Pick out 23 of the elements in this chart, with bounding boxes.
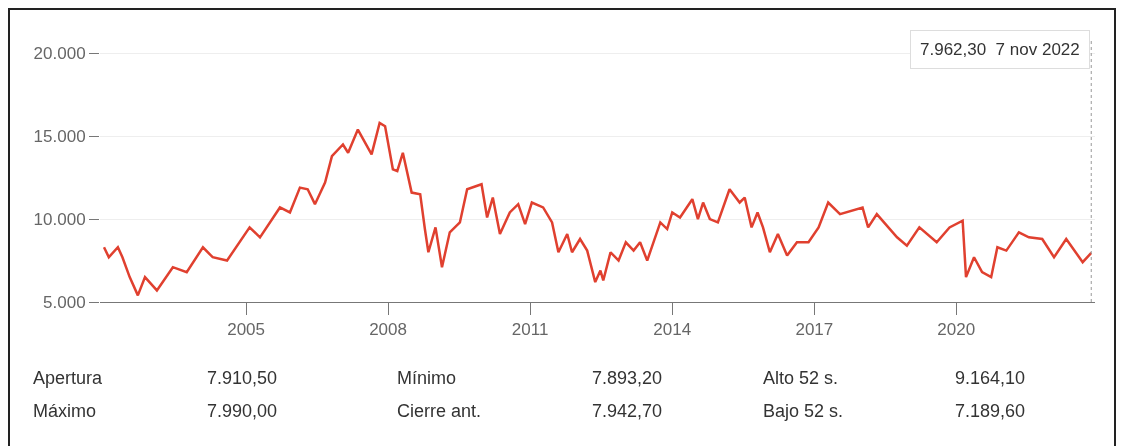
y-tick-label: 15.000 <box>33 127 86 147</box>
text: 7.990,00 <box>207 401 279 422</box>
text: 7.942,70 <box>592 401 664 422</box>
text: 7.910,50 <box>207 368 279 389</box>
text: Bajo 52 s. <box>763 401 845 422</box>
text: Mínimo <box>397 368 457 389</box>
x-tick-label: 2017 <box>795 320 834 340</box>
x-tick-label: 2008 <box>369 320 407 340</box>
text: Cierre ant. <box>397 401 483 422</box>
text: 7.189,60 <box>955 401 1027 422</box>
y-tick-label: 5.000 <box>43 292 86 312</box>
text: 9.164,10 <box>955 368 1027 389</box>
text: Máximo <box>33 401 97 422</box>
text: Alto 52 s. <box>763 368 840 389</box>
y-tick-label: 20.000 <box>33 44 86 64</box>
annotation: 7.962,30 7 nov 2022 <box>920 40 1080 59</box>
x-tick-label: 2020 <box>937 320 976 340</box>
x-tick-label: 2005 <box>227 320 266 340</box>
y-tick-label: 10.000 <box>33 210 86 230</box>
text: 7.893,20 <box>592 368 664 389</box>
text: Apertura <box>33 368 104 389</box>
x-tick-label: 2014 <box>653 320 692 340</box>
x-tick-label: 2011 <box>511 320 549 340</box>
